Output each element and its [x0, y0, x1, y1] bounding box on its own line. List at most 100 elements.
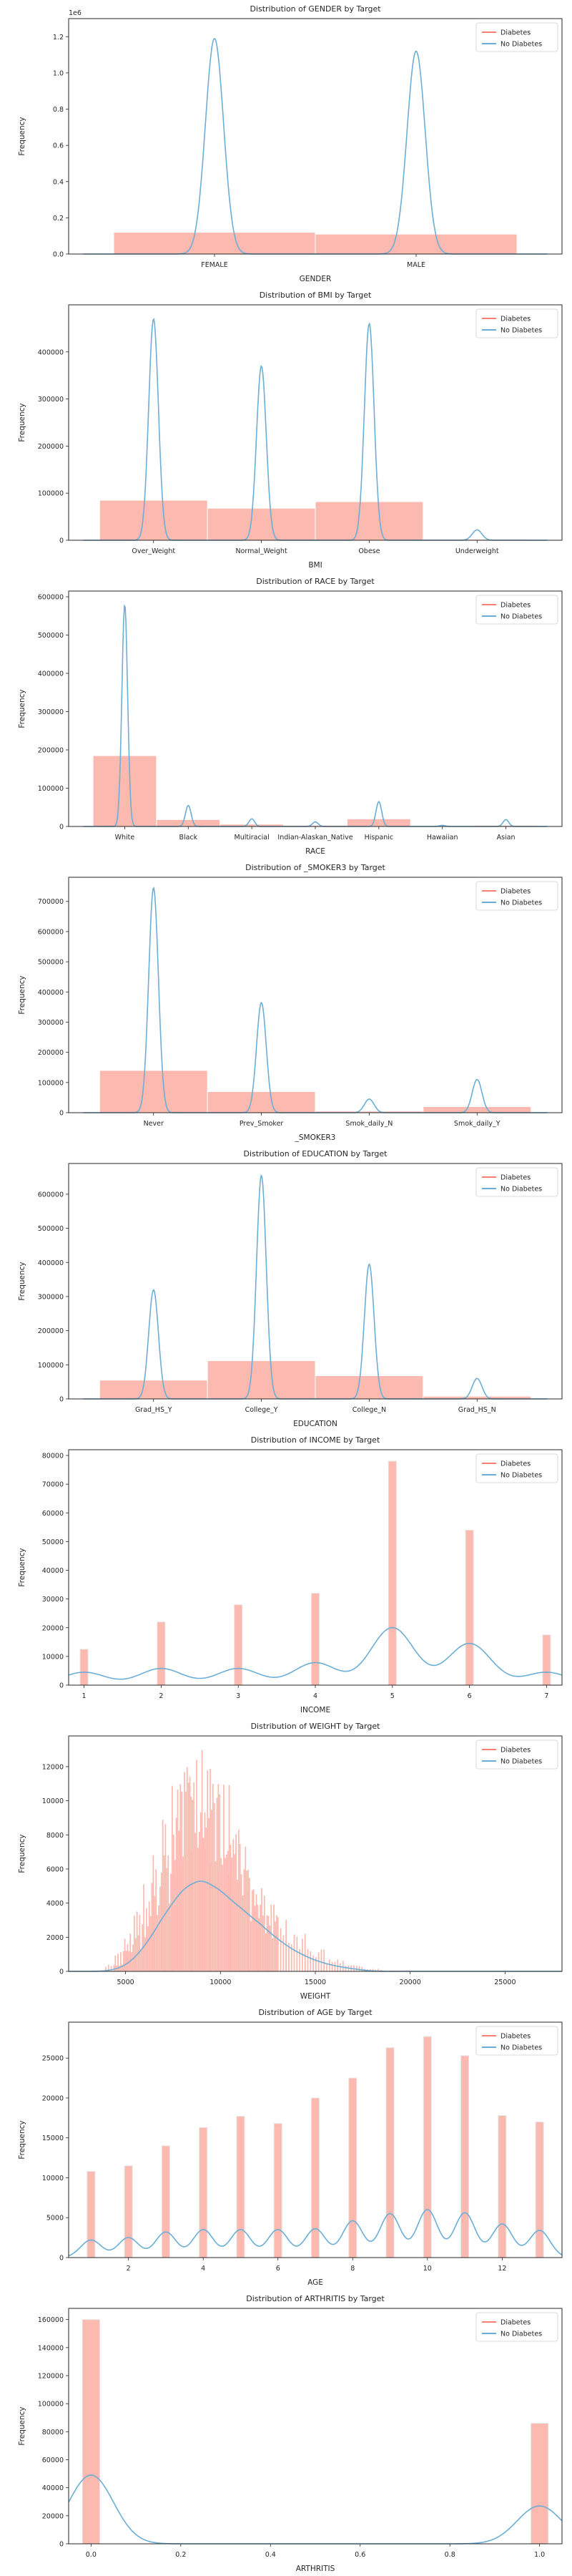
bar-hist: [337, 1959, 339, 1971]
bar-diabetes: [113, 232, 316, 255]
legend-label-no-diabetes: No Diabetes: [500, 899, 542, 907]
y-tick-label: 5000: [46, 2215, 64, 2223]
x-axis-label: INCOME: [300, 1706, 330, 1714]
chart-education: Distribution of EDUCATION by Target 0 1000…: [18, 1149, 563, 1428]
y-tick-label: 400000: [38, 670, 64, 678]
bar-hist: [87, 2171, 96, 2258]
bar-hist: [304, 1950, 306, 1971]
y-tick-label: 25000: [42, 2055, 64, 2063]
x-tick-label: 12: [498, 2265, 506, 2273]
bar-hist: [227, 1850, 229, 1971]
bar-hist: [342, 1961, 344, 1971]
bar-hist: [326, 1963, 327, 1971]
y-tick-label: 120000: [38, 2373, 64, 2381]
bar-hist: [237, 1879, 238, 1971]
axes-frame: [68, 2021, 563, 2258]
bar-diabetes: [99, 1380, 208, 1400]
bar-diabetes: [315, 233, 518, 255]
x-tick-label: Over_Weight: [132, 547, 175, 555]
legend-label-diabetes: Diabetes: [500, 1747, 531, 1755]
y-tick-label: 0: [59, 1110, 64, 1118]
bar-hist: [247, 1892, 249, 1971]
x-tick-label: 4: [313, 1692, 317, 1700]
bar-hist: [134, 1938, 137, 1971]
bar-hist: [223, 1784, 225, 1971]
y-tick-label: 0.0: [53, 251, 64, 259]
bar-hist: [340, 1963, 341, 1971]
x-tick-label: Never: [144, 1120, 164, 1128]
y-tick-label: 100000: [38, 1362, 64, 1370]
bar-hist: [185, 1791, 187, 1971]
x-tick-label: 0.0: [86, 2551, 97, 2559]
x-tick-label: 15000: [305, 1979, 326, 1986]
chart-bmi: Distribution of BMI by Target 0 100000 2000…: [18, 291, 563, 570]
x-tick-label: Normal_Weight: [235, 547, 287, 555]
x-tick-label: 25000: [494, 1979, 516, 1986]
chart-gender: Distribution of GENDER by Target 0.0 0.2 0.…: [18, 4, 563, 283]
y-tick-label: 0: [59, 1396, 64, 1404]
y-tick-label: 300000: [38, 396, 64, 404]
bar-hist: [133, 1915, 135, 1971]
bar-hist: [107, 1964, 109, 1971]
chart-title: Distribution of WEIGHT by Target: [251, 1722, 381, 1731]
x-tick-label: Indian-Alaskan_Native: [277, 834, 352, 841]
bar-hist: [262, 1915, 264, 1971]
bar-hist: [105, 1966, 107, 1971]
y-tick-label: 200000: [38, 1049, 64, 1057]
x-tick-label: 10000: [209, 1979, 231, 1986]
bar-hist: [273, 1904, 275, 1971]
y-axis-label: Frequency: [18, 403, 26, 441]
bar-hist: [250, 1921, 252, 1971]
bar-diabetes: [99, 499, 208, 541]
x-tick-label: Smok_daily_Y: [454, 1120, 500, 1128]
bar-hist: [234, 1854, 235, 1971]
bar-hist: [139, 1915, 141, 1971]
x-tick-label: MALE: [407, 261, 425, 269]
legend-box: [475, 881, 558, 911]
bar-hist: [166, 1868, 168, 1971]
bar-hist: [205, 1827, 207, 1971]
bar-hist: [151, 1883, 153, 1971]
axes-frame: [68, 1735, 563, 1972]
y-tick-label: 80000: [42, 2429, 64, 2436]
y-tick-label: 0: [59, 1682, 64, 1690]
legend-label-no-diabetes: No Diabetes: [500, 1472, 542, 1480]
bar-hist: [498, 2114, 507, 2258]
bar-hist: [140, 1950, 142, 1971]
bar-hist: [162, 1820, 164, 1971]
bar-hist: [261, 1888, 262, 1971]
y-tick-label: 500000: [38, 959, 64, 967]
bar-hist: [161, 2145, 170, 2258]
bar-hist: [204, 1812, 206, 1971]
y-tick-label: 8000: [46, 1832, 64, 1840]
y-tick-label: 0.4: [53, 178, 64, 186]
bar-hist: [267, 1916, 270, 1971]
chart-title: Distribution of ARTHRITIS by Target: [246, 2294, 385, 2303]
y-tick-label: 160000: [38, 2316, 64, 2324]
line-kde: [68, 1626, 563, 1680]
x-axis-label: EDUCATION: [293, 1420, 337, 1428]
x-tick-label: 0.2: [175, 2551, 186, 2559]
legend-box: [475, 1167, 558, 1197]
bar-hist: [121, 1965, 123, 1971]
x-tick-label: Hispanic: [365, 834, 393, 841]
bar-hist: [385, 2047, 395, 2258]
bar-hist: [163, 1855, 165, 1971]
bar-hist: [216, 1797, 218, 1971]
x-tick-label: 1.0: [534, 2551, 545, 2559]
y-tick-label: 2000: [46, 1934, 64, 1942]
bar-hist: [249, 1878, 250, 1971]
y-tick-label: 300000: [38, 1293, 64, 1301]
bar-hist: [372, 1968, 374, 1971]
bar-hist: [234, 1604, 243, 1686]
y-tick-label: 600000: [38, 928, 64, 936]
bar-hist: [207, 1770, 209, 1971]
legend-box: [475, 22, 558, 52]
bar-hist: [276, 1915, 277, 1971]
x-tick-label: Multiracial: [235, 834, 270, 841]
bar-hist: [201, 1750, 203, 1971]
bar-hist: [119, 1966, 120, 1971]
bar-hist: [149, 1916, 152, 1971]
y-tick-label: 60000: [42, 2457, 64, 2464]
bar-diabetes: [92, 755, 157, 827]
